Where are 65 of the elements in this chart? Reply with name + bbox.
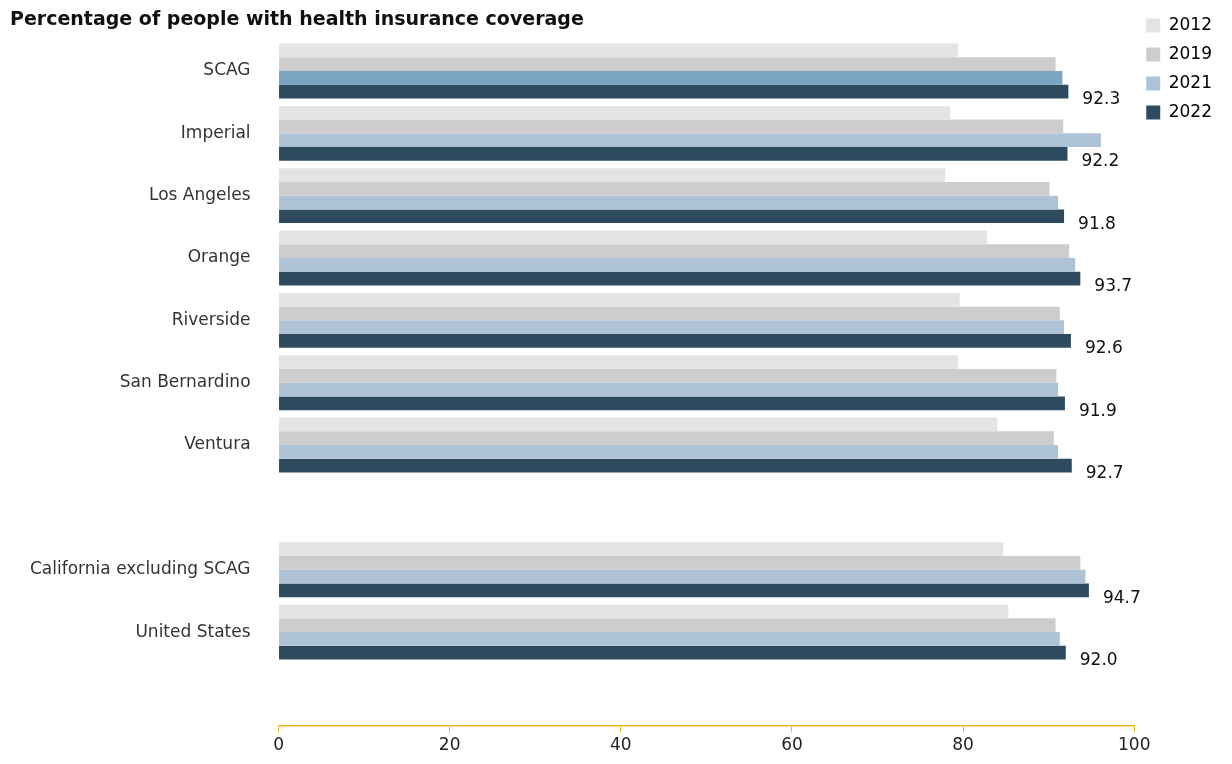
- bar: [279, 604, 1009, 619]
- bar: [279, 320, 1065, 335]
- x-tick-label: 100: [1118, 734, 1151, 755]
- bar: [279, 230, 988, 245]
- bar: [279, 431, 1054, 446]
- data-label: 92.2: [1081, 150, 1120, 171]
- y-tick-label: Riverside: [171, 308, 251, 329]
- bar: [279, 105, 951, 120]
- y-tick-label: Imperial: [180, 121, 251, 142]
- x-tick-label: 60: [781, 734, 803, 755]
- bar: [279, 244, 1070, 259]
- bar: [279, 209, 1065, 224]
- bar: [279, 195, 1059, 210]
- bar: [279, 382, 1059, 397]
- x-tick-label: 80: [952, 734, 974, 755]
- chart-title: Percentage of people with health insurance coverage: [10, 7, 584, 30]
- bar: [279, 618, 1056, 633]
- data-label: 91.9: [1078, 399, 1117, 420]
- y-tick-label: Los Angeles: [149, 184, 251, 205]
- bar: [279, 70, 1063, 85]
- legend-label: 2022: [1168, 100, 1212, 121]
- data-label: 93.7: [1094, 275, 1133, 295]
- bar: [279, 119, 1064, 134]
- y-tick-label: California excluding SCAG: [30, 558, 251, 579]
- y-tick-label: San Bernardino: [119, 371, 251, 392]
- bar: [279, 43, 958, 58]
- legend-label: 2021: [1168, 71, 1212, 92]
- data-label: 92.3: [1082, 87, 1121, 108]
- bar: [279, 334, 1071, 348]
- x-tick-label: 20: [438, 734, 461, 755]
- bar: [279, 292, 960, 307]
- data-label: 94.7: [1102, 586, 1141, 607]
- y-tick-label: Orange: [187, 246, 251, 267]
- x-tick-label: 40: [610, 734, 632, 755]
- bar: [279, 271, 1081, 286]
- y-tick-label: United States: [135, 620, 251, 641]
- bar: [279, 181, 1050, 196]
- bar: [279, 569, 1086, 584]
- bar: [279, 556, 1081, 570]
- data-label: 92.0: [1079, 649, 1118, 670]
- bar: [279, 355, 958, 369]
- bar: [279, 84, 1069, 99]
- data-label: 91.8: [1078, 212, 1116, 233]
- bar: [279, 168, 946, 182]
- bar: [279, 632, 1060, 646]
- bar: [279, 645, 1066, 660]
- bar: [279, 542, 1004, 557]
- bar: [279, 583, 1089, 598]
- bar: [279, 396, 1065, 411]
- bar: [279, 57, 1056, 71]
- y-tick-label: Ventura: [184, 433, 251, 454]
- bar: [279, 458, 1072, 473]
- bar: [279, 445, 1059, 459]
- legend-label: 2019: [1168, 42, 1212, 63]
- bar: [279, 417, 998, 432]
- bar: [279, 147, 1068, 161]
- bar: [279, 368, 1057, 383]
- legend-label: 2012: [1168, 13, 1212, 34]
- bar: [279, 133, 1101, 148]
- bar: [279, 306, 1060, 321]
- data-label: 92.7: [1085, 462, 1124, 483]
- data-label: 92.6: [1084, 337, 1123, 358]
- bar: [279, 258, 1076, 272]
- y-tick-label: SCAG: [203, 59, 251, 80]
- x-tick-label: 0: [273, 734, 284, 755]
